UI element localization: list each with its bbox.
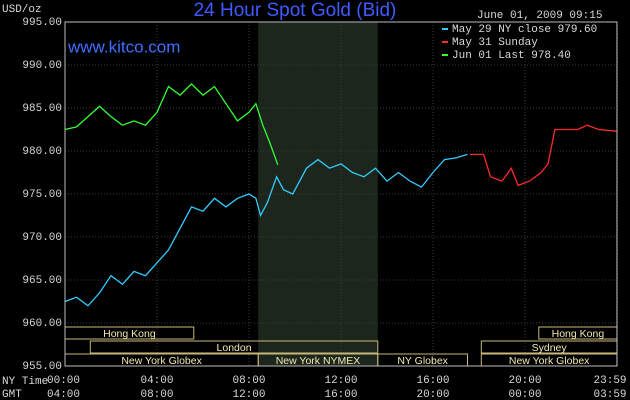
session-label: Hong Kong — [103, 328, 156, 340]
session-label: London — [217, 342, 252, 354]
x2-tick-label: 16:00 — [324, 389, 357, 400]
y-axis-label: USD/oz — [2, 4, 42, 16]
x-tick-label: 23:59 — [594, 375, 627, 387]
x2-tick-label: 08:00 — [140, 389, 173, 400]
x-tick-label: 04:00 — [140, 375, 173, 387]
chart-subtitle: June 01, 2009 09:15 — [477, 10, 602, 22]
legend-label: Jun 01 Last 978.40 — [452, 50, 571, 62]
x-tick-label: 08:00 — [232, 375, 265, 387]
y-tick-label: 985.00 — [22, 103, 62, 115]
price-line — [469, 124, 617, 187]
y-tick-label: 995.00 — [22, 17, 62, 29]
x-tick-label: 00:00 — [47, 375, 80, 387]
session-label: NY Globex — [397, 355, 448, 367]
x2-tick-label: 04:00 — [47, 389, 80, 400]
x-tick-label: 12:00 — [324, 375, 357, 387]
y-tick-label: 975.00 — [22, 189, 62, 201]
session-label: New York NYMEX — [276, 355, 361, 367]
x2-tick-label: 00:00 — [508, 389, 541, 400]
x2-tick-label: 20:00 — [416, 389, 449, 400]
x2-tick-label: 03:59 — [594, 389, 627, 400]
y-tick-label: 965.00 — [22, 275, 62, 287]
y-tick-label: 990.00 — [22, 60, 62, 72]
x-tick-label: 20:00 — [508, 375, 541, 387]
x-tick-label: 16:00 — [416, 375, 449, 387]
y-tick-label: 980.00 — [22, 146, 62, 158]
legend-label: May 29 NY close 979.60 — [452, 24, 597, 36]
x2-tick-label: 12:00 — [232, 389, 265, 400]
price-line — [64, 153, 468, 307]
session-label: Sydney — [532, 342, 568, 354]
x-axis-label: NY Time — [2, 376, 48, 388]
y-tick-label: 955.00 — [22, 361, 62, 373]
x2-axis-label: GMT — [2, 389, 22, 400]
session-label: New York Globex — [121, 355, 202, 367]
plot-frame — [64, 21, 618, 367]
price-line — [64, 82, 279, 166]
watermark: www.kitco.com — [67, 37, 180, 56]
session-label: Hong Kong — [552, 328, 605, 340]
session-box — [89, 340, 379, 354]
y-tick-label: 970.00 — [22, 232, 62, 244]
chart-title: 24 Hour Spot Gold (Bid) — [194, 0, 397, 21]
legend-label: May 31 Sunday — [452, 37, 538, 49]
y-tick-label: 960.00 — [22, 318, 62, 330]
session-label: New York Globex — [509, 355, 590, 367]
